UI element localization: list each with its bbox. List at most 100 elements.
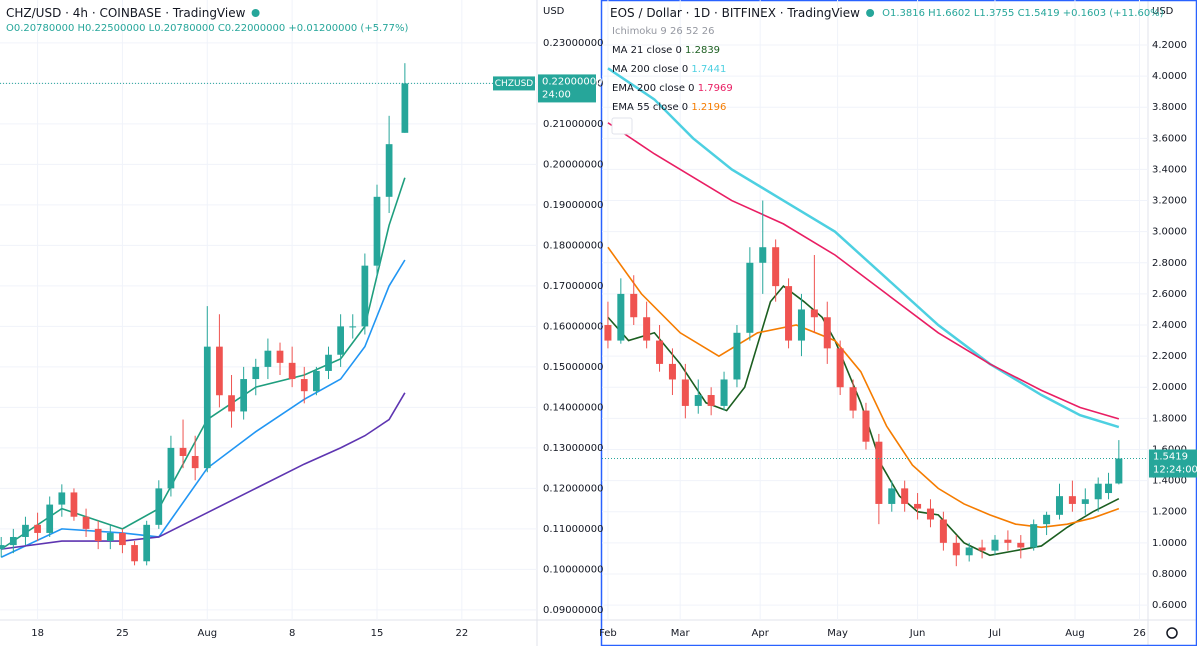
candle-body — [300, 379, 308, 392]
candle-body — [252, 366, 260, 380]
candle-body — [167, 447, 175, 489]
candle-body — [82, 516, 90, 529]
indicator-line — [0, 259, 406, 558]
legend-entry: MA 21 close 0 1.2839 — [612, 45, 720, 56]
header-interval: 4h — [73, 6, 88, 20]
header-title: CHZ/USD — [6, 6, 61, 20]
price-tag — [1149, 449, 1197, 478]
candle-body — [952, 542, 960, 556]
candle-body — [240, 379, 248, 412]
candle-body — [349, 326, 357, 328]
candle-body — [604, 325, 612, 341]
y-tick-label: 0.20000000 — [543, 159, 603, 170]
candle-body — [337, 326, 344, 355]
legend-name: EMA 55 close 0 — [612, 102, 688, 113]
candle-body — [630, 293, 638, 318]
candle-body — [191, 455, 199, 469]
candle-body — [228, 395, 235, 412]
x-tick-label: 8 — [289, 628, 295, 639]
ohlc-values: O1.3816 H1.6602 L1.3755 C1.5419 +0.1603 … — [882, 8, 1164, 19]
candle-body — [823, 317, 831, 349]
y-tick-label: 2.6000 — [1152, 289, 1187, 300]
x-tick-label: Aug — [198, 628, 218, 639]
candle-body — [656, 340, 664, 364]
candle-body — [810, 309, 818, 318]
header-interval: 1D — [693, 6, 710, 20]
candle-body — [720, 379, 728, 406]
y-tick-label: 0.15000000 — [543, 362, 603, 373]
y-tick-label: 3.0000 — [1152, 227, 1187, 238]
y-tick-label: 2.8000 — [1152, 258, 1187, 269]
candle-body — [401, 83, 409, 133]
y-tick-label: 1.2000 — [1152, 507, 1187, 518]
candle-body — [1094, 483, 1102, 500]
candle-body — [361, 265, 369, 327]
y-tick-label: 0.12000000 — [543, 483, 603, 494]
candle-body — [94, 528, 102, 542]
legend-name: MA 200 close 0 — [612, 64, 688, 75]
candle-body — [264, 350, 272, 367]
y-tick-label: 2.4000 — [1152, 320, 1187, 331]
y-tick-label: 0.23000000 — [543, 38, 603, 49]
collapse-button[interactable] — [611, 117, 633, 135]
legend-name: MA 21 close 0 — [612, 45, 682, 56]
y-tick-label: 0.09000000 — [543, 605, 603, 616]
status-dot — [251, 9, 260, 17]
candle-body — [759, 247, 767, 263]
candle-body — [875, 441, 883, 504]
x-tick-label: 22 — [455, 628, 468, 639]
separator: · — [710, 6, 721, 20]
ohlc-values: O0.20780000 H0.22500000 L0.20780000 C0.2… — [6, 23, 408, 34]
y-tick-label: 0.16000000 — [543, 321, 603, 332]
candle-body — [901, 488, 909, 504]
indicator-line — [607, 122, 1120, 420]
header-exchange: COINBASE — [99, 6, 161, 20]
candle-body — [0, 545, 5, 550]
legend-entry: MA 200 close 0 1.7441 — [612, 64, 726, 75]
separator: · — [88, 6, 99, 20]
y-tick-label: 4.0000 — [1152, 71, 1187, 82]
separator: · — [161, 6, 172, 20]
x-tick-label: 15 — [371, 628, 384, 639]
y-tick-label: 0.13000000 — [543, 443, 603, 454]
y-tick-label: 2.2000 — [1152, 351, 1187, 362]
candle-body — [385, 144, 393, 197]
x-tick-label: Aug — [1065, 628, 1085, 639]
symbol-tag — [493, 76, 535, 91]
candle-body — [694, 395, 702, 406]
y-tick-label: 3.4000 — [1152, 164, 1187, 175]
legend-value: 1.7441 — [691, 64, 726, 75]
candle-body — [131, 545, 138, 562]
candle-body — [888, 488, 896, 504]
candle-body — [119, 532, 126, 546]
candle-body — [1030, 524, 1038, 548]
status-dot — [866, 9, 875, 17]
separator: · — [682, 6, 693, 20]
x-tick-label: May — [827, 628, 848, 639]
indicator-legend: Ichimoku 9 26 52 26 — [612, 26, 715, 37]
candle-body — [22, 524, 29, 537]
candle-body — [70, 492, 78, 517]
candle-body — [991, 539, 999, 551]
x-tick-label: Apr — [752, 628, 770, 639]
candle-body — [155, 488, 163, 525]
y-tick-label: 0.14000000 — [543, 402, 603, 413]
y-tick-label: 3.8000 — [1152, 102, 1187, 113]
candle-body — [1105, 483, 1113, 494]
x-tick-label: Feb — [599, 628, 617, 639]
candle-body — [46, 504, 54, 533]
price-tag-value: 1.5419 — [1153, 452, 1188, 463]
candle-body — [1043, 514, 1051, 525]
settings-icon[interactable] — [1166, 627, 1178, 639]
candle-body — [1055, 496, 1064, 515]
candle-body — [668, 363, 676, 380]
candle-body — [914, 503, 922, 509]
y-tick-label: 0.8000 — [1152, 569, 1187, 580]
y-tick-label: 1.8000 — [1152, 413, 1187, 424]
indicator-line — [607, 246, 1120, 529]
y-tick-label: 3.6000 — [1152, 133, 1187, 144]
candle-body — [1115, 458, 1123, 484]
price-tag-countdown: 12:24:00 — [1153, 465, 1197, 476]
candle-body — [9, 536, 17, 546]
